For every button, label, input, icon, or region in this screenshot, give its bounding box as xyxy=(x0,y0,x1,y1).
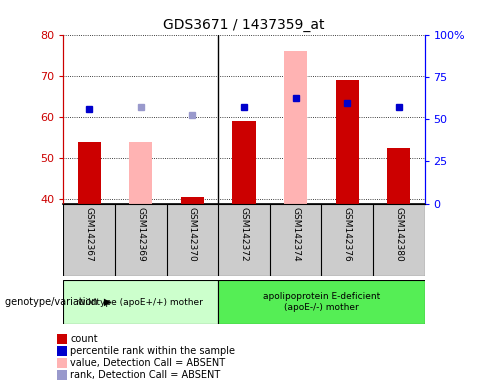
Bar xyxy=(387,148,410,204)
Text: rank, Detection Call = ABSENT: rank, Detection Call = ABSENT xyxy=(70,370,221,380)
Bar xyxy=(218,280,425,324)
Bar xyxy=(58,334,67,344)
Bar xyxy=(58,370,67,380)
Text: apolipoprotein E-deficient
(apoE-/-) mother: apolipoprotein E-deficient (apoE-/-) mot… xyxy=(263,292,380,313)
Text: genotype/variation  ▶: genotype/variation ▶ xyxy=(5,297,111,308)
Text: GSM142372: GSM142372 xyxy=(240,207,248,262)
Bar xyxy=(336,80,359,204)
Bar xyxy=(284,51,307,204)
Text: GSM142370: GSM142370 xyxy=(188,207,197,262)
Text: GSM142374: GSM142374 xyxy=(291,207,300,262)
Title: GDS3671 / 1437359_at: GDS3671 / 1437359_at xyxy=(163,18,325,32)
Text: GSM142367: GSM142367 xyxy=(85,207,94,262)
Text: value, Detection Call = ABSENT: value, Detection Call = ABSENT xyxy=(70,358,225,368)
Text: GSM142380: GSM142380 xyxy=(394,207,403,262)
Text: count: count xyxy=(70,334,98,344)
Bar xyxy=(129,142,152,204)
Bar xyxy=(58,346,67,356)
Bar xyxy=(181,197,204,204)
Bar xyxy=(58,358,67,368)
Bar xyxy=(232,121,256,204)
Bar xyxy=(63,280,218,324)
Text: GSM142376: GSM142376 xyxy=(343,207,352,262)
Text: wildtype (apoE+/+) mother: wildtype (apoE+/+) mother xyxy=(79,298,203,307)
Text: GSM142369: GSM142369 xyxy=(136,207,145,262)
Bar xyxy=(78,142,101,204)
Text: percentile rank within the sample: percentile rank within the sample xyxy=(70,346,235,356)
